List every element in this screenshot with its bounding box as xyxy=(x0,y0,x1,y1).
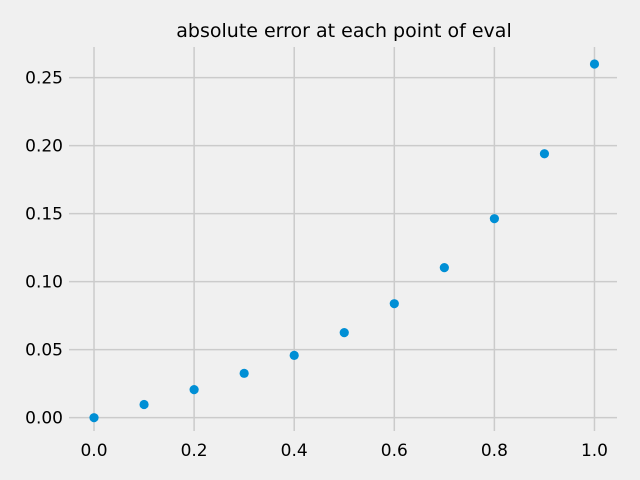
chart-title: absolute error at each point of eval xyxy=(176,20,511,42)
x-tick-label: 1.0 xyxy=(581,441,608,461)
data-point xyxy=(239,368,249,378)
y-tick-label: 0.25 xyxy=(25,69,63,89)
data-point xyxy=(289,350,299,360)
data-point xyxy=(89,413,99,423)
data-point xyxy=(589,59,600,69)
data-point xyxy=(489,214,499,224)
data-point xyxy=(189,385,199,395)
data-point xyxy=(539,149,550,159)
y-tick-label: 0.20 xyxy=(25,137,63,157)
data-points xyxy=(89,59,600,423)
data-point xyxy=(339,328,349,338)
x-tick-label: 0.0 xyxy=(80,441,107,461)
y-tick-label: 0.05 xyxy=(25,341,63,361)
tick-labels: 0.0 0.2 0.4 0.6 0.8 1.0 0.00 0.05 0.10 0.15 0.20 0.… xyxy=(25,69,608,461)
data-point xyxy=(139,399,149,410)
y-tick-label: 0.10 xyxy=(25,273,63,293)
x-tick-label: 0.8 xyxy=(481,441,508,461)
data-point xyxy=(389,299,399,309)
y-tick-label: 0.15 xyxy=(25,205,63,225)
data-point xyxy=(439,263,449,273)
y-tick-label: 0.00 xyxy=(25,409,63,429)
x-tick-label: 0.6 xyxy=(381,441,408,461)
grid xyxy=(69,47,617,431)
x-tick-label: 0.2 xyxy=(181,441,208,461)
x-tick-label: 0.4 xyxy=(281,441,308,461)
